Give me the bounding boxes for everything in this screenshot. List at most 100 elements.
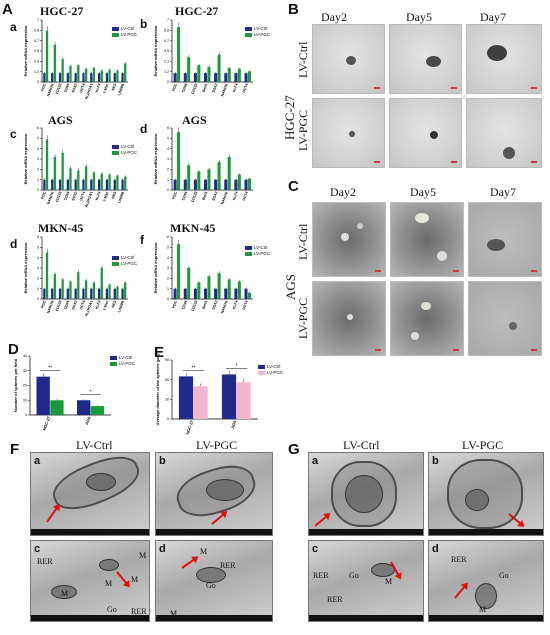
y-axis-label: Relative mRNA expression xyxy=(23,242,28,293)
bar xyxy=(113,179,116,190)
legend-pgc-label: LV-PGC xyxy=(254,32,271,37)
panel-label-d: D xyxy=(8,341,19,358)
panel-label-g: G xyxy=(288,441,300,458)
day-label-c-3: Day7 xyxy=(490,185,516,199)
bar xyxy=(193,73,197,82)
em-sub-a: a xyxy=(34,455,41,467)
y-tick-label: 0 xyxy=(37,297,39,301)
bar xyxy=(92,172,96,190)
bar xyxy=(183,288,187,299)
x-tick-label: NANOG xyxy=(46,300,54,314)
bar xyxy=(178,376,194,419)
bar xyxy=(74,288,77,299)
x-tick-label: OCT4 xyxy=(242,83,249,93)
bar xyxy=(193,386,208,419)
em-g-pgc-title: LV-PGC xyxy=(462,438,504,452)
x-tick-label: c-Myc xyxy=(102,83,109,94)
x-tick-label: CD133 xyxy=(55,191,63,203)
bar xyxy=(100,268,103,299)
y-tick-label: 6 xyxy=(37,126,39,130)
x-tick-label: KLF4 xyxy=(232,191,239,201)
bar xyxy=(85,68,88,82)
x-tick-label: SOX2 xyxy=(71,300,78,310)
bar xyxy=(221,374,237,419)
x-tick-label: Bmi1 xyxy=(202,300,209,310)
bar xyxy=(121,288,124,299)
y-tick-label: 2 xyxy=(37,168,39,172)
bar xyxy=(74,179,77,190)
bar xyxy=(69,281,72,299)
x-tick-label: SOX2 xyxy=(71,191,78,201)
y-tick-label: 7 xyxy=(37,18,39,22)
x-tick-label: HGC-27 xyxy=(185,419,195,435)
bar xyxy=(203,179,208,190)
em-sub-c: c xyxy=(312,543,319,555)
bar xyxy=(90,179,93,190)
x-tick-label: OCT4 xyxy=(242,191,249,201)
panel-label-f: F xyxy=(10,441,20,458)
y-tick-label: 6 xyxy=(37,235,39,239)
bar xyxy=(53,156,56,190)
y-tick-label: 10 xyxy=(23,398,27,402)
x-tick-label: SOX2 xyxy=(211,191,218,201)
bar xyxy=(108,284,111,299)
chart-sphere-diameter: Average diameter of the spheres (μm) 0 30 6… xyxy=(155,353,258,435)
bar xyxy=(100,173,103,190)
x-tick-label: CD44 xyxy=(181,300,188,310)
significance-label: * xyxy=(90,389,92,395)
bar xyxy=(50,400,64,415)
bar xyxy=(173,179,177,190)
em-label-go: Go xyxy=(107,605,117,614)
y-axis-label: Relative mRNA expression xyxy=(23,133,28,184)
x-tick-label: NANOG xyxy=(220,300,228,314)
legend-pgc-label: LV-PGC xyxy=(119,361,136,366)
day-label-b-2: Day5 xyxy=(406,10,432,24)
em-sub-b: b xyxy=(159,455,166,467)
x-tick-label: PGC xyxy=(40,191,47,200)
y-tick-label: 5 xyxy=(167,246,169,250)
y-tick-label: 6 xyxy=(167,126,169,130)
bar xyxy=(237,174,241,190)
bar xyxy=(224,288,228,299)
bar xyxy=(92,282,96,299)
em-label-m: M xyxy=(385,577,393,586)
x-tick-label: CD44 xyxy=(181,83,188,93)
y-tick-label: 1.2 xyxy=(34,70,39,74)
em-g-pgc-high: RER Go M d xyxy=(428,540,544,622)
bar xyxy=(244,73,248,82)
x-tick-label: PGC xyxy=(172,300,179,309)
chart-ags-d: Relative mRNA expression 0 1 2 3 4 5 6 PGC CD44 CD… xyxy=(153,126,253,205)
y-tick-label: 4.7 xyxy=(34,39,39,43)
micrograph-hgc27-ctrl-day5 xyxy=(389,24,462,94)
y-axis-label: Relative mRNA expression xyxy=(153,133,158,184)
x-tick-label: NANOG xyxy=(220,191,228,205)
x-tick-label: CD133 xyxy=(191,300,199,312)
x-tick-label: NES xyxy=(111,82,117,91)
y-tick-label: 4 xyxy=(37,147,39,151)
bar xyxy=(187,57,191,82)
y-tick-label: 3 xyxy=(37,266,39,270)
bar xyxy=(77,65,80,82)
y-tick-label: 60 xyxy=(165,378,169,382)
y-tick-label: 30 xyxy=(23,369,27,373)
bar xyxy=(217,273,221,299)
legend-pgc-label: LV-PGC xyxy=(267,370,284,375)
bar xyxy=(224,179,228,190)
y-tick-label: 1 xyxy=(167,287,169,291)
x-tick-label: PGC xyxy=(172,83,179,92)
x-tick-label: ALDH1A1 xyxy=(84,300,93,317)
bar xyxy=(108,174,111,190)
em-label-m: M xyxy=(105,579,113,588)
bar xyxy=(51,73,54,82)
bar xyxy=(43,73,46,82)
x-tick-label: NANOG xyxy=(46,191,54,205)
y-tick-label: 2 xyxy=(37,277,39,281)
bar xyxy=(236,382,251,419)
x-tick-label: CD44 xyxy=(63,300,70,310)
y-axis-label: Relative mRNA expression xyxy=(23,25,28,76)
x-tick-label: NANOG xyxy=(220,83,228,97)
panel-label-c: C xyxy=(288,178,299,195)
em-label-rer: RER xyxy=(313,571,329,580)
em-label-go: Go xyxy=(499,571,509,580)
